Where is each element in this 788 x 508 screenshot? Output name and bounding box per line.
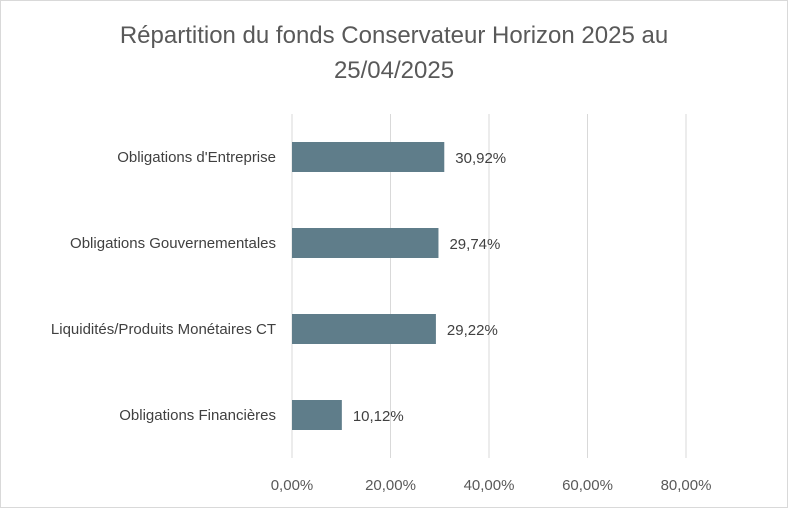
bar — [292, 314, 436, 344]
x-tick-label: 20,00% — [365, 477, 416, 494]
category-label: Obligations Gouvernementales — [70, 235, 276, 252]
chart-title-line-2: 25/04/2025 — [333, 57, 455, 84]
bar — [292, 142, 445, 172]
category-label: Obligations d'Entreprise — [117, 149, 276, 166]
chart-title-line-1: Répartition du fonds Conservateur Horizo… — [119, 22, 669, 49]
category-label: Liquidités/Produits Monétaires CT — [51, 321, 276, 338]
data-label: 30,92% — [455, 150, 506, 167]
data-label: 29,22% — [447, 322, 498, 339]
x-tick-label: 40,00% — [464, 477, 515, 494]
bar — [292, 400, 342, 430]
x-tick-label: 80,00% — [661, 477, 712, 494]
category-label: Obligations Financières — [119, 407, 276, 424]
data-label: 10,12% — [353, 408, 404, 425]
bar — [292, 228, 439, 258]
x-tick-label: 60,00% — [562, 477, 613, 494]
data-label: 29,74% — [449, 236, 500, 253]
chart-title: Répartition du fonds Conservateur Horizo… — [0, 18, 788, 88]
x-tick-label: 0,00% — [271, 477, 314, 494]
